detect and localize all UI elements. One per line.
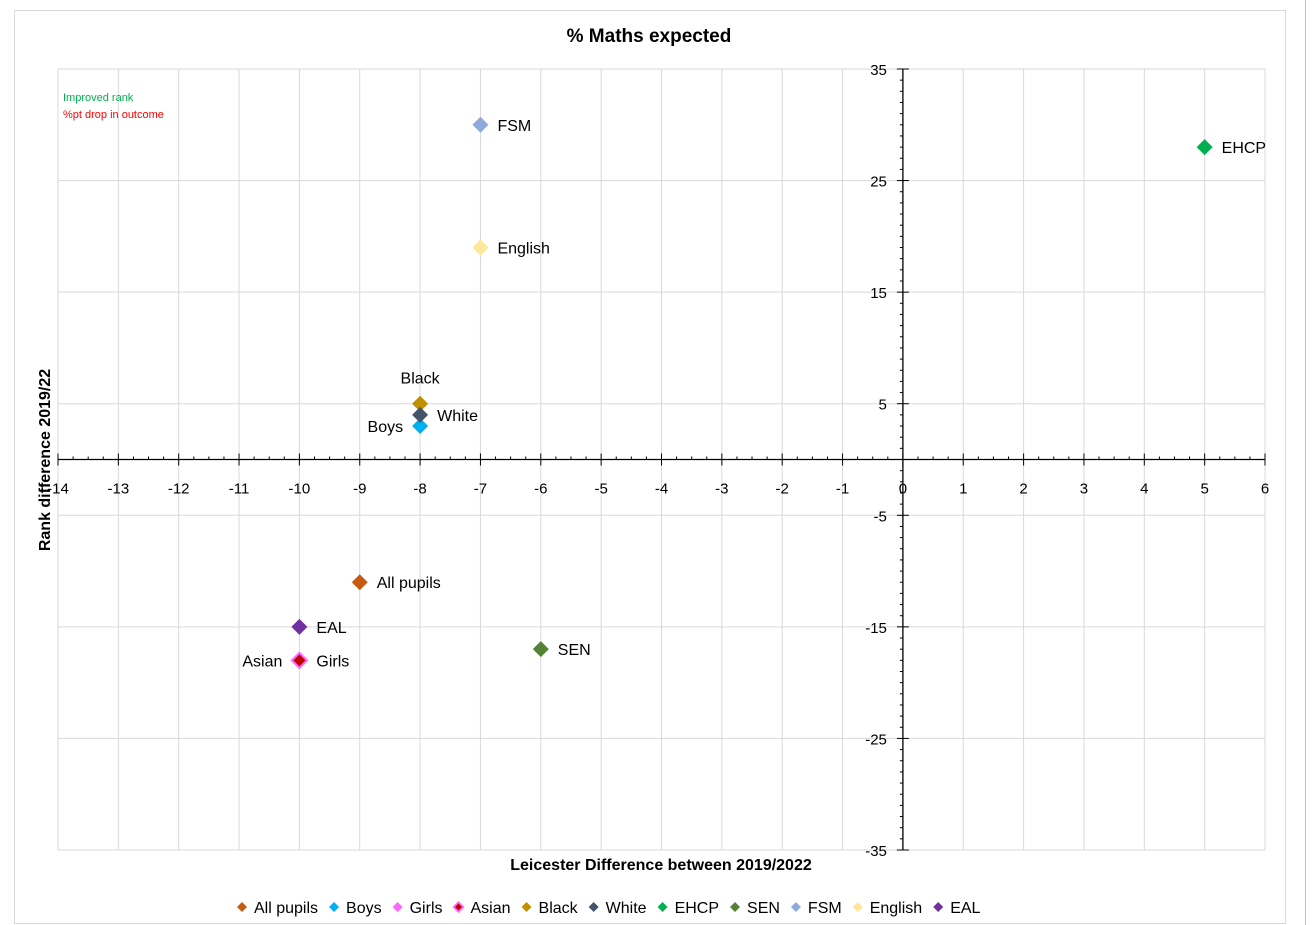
x-tick-label: -8 <box>413 481 426 498</box>
y-axis-title: Rank difference 2019/22 <box>37 369 54 551</box>
legend-marker <box>933 902 944 912</box>
x-tick-label: -2 <box>776 481 789 498</box>
legend-marker <box>392 902 403 912</box>
x-tick-labels: -14 -13 -12 -11 -10 -9 -8 -7 -6 -5 -4 -3 -2 -1 0 1 2 3 4 5 6 <box>47 481 1269 498</box>
legend-label: All pupils <box>254 900 318 917</box>
y-tick-label: -35 <box>865 843 887 860</box>
y-tick-labels: 35 25 15 5 -5 -15 -25 -35 <box>865 62 887 860</box>
y-tick-label: 25 <box>870 174 887 191</box>
legend-item: SEN <box>730 900 780 917</box>
legend-marker <box>852 902 863 912</box>
legend-label: Black <box>539 900 579 917</box>
point-all-pupils <box>351 574 368 591</box>
legend-item: EHCP <box>657 900 719 917</box>
legend-marker <box>588 902 599 912</box>
x-tick-label: 4 <box>1140 481 1148 498</box>
data-label-girls: Girls <box>316 653 349 670</box>
legend-label: EHCP <box>675 900 719 917</box>
x-tick-label: -7 <box>474 481 487 498</box>
data-label-sen: SEN <box>558 642 591 659</box>
window-edge <box>1305 0 1306 925</box>
y-tick-label: 5 <box>879 397 887 414</box>
x-tick-label: -9 <box>353 481 366 498</box>
data-label-ehcp: EHCP <box>1222 140 1266 157</box>
chart-title: % Maths expected <box>567 26 732 47</box>
data-label-white: White <box>437 408 478 425</box>
legend-marker <box>329 902 340 912</box>
legend-item: Boys <box>329 900 382 917</box>
x-tick-label: -10 <box>289 481 311 498</box>
x-tick-label: 6 <box>1261 481 1269 498</box>
x-tick-label: -11 <box>229 481 250 498</box>
legend-label: Girls <box>410 900 443 917</box>
x-tick-label: -13 <box>108 481 130 498</box>
legend-marker-inner <box>455 903 462 911</box>
data-label-boys: Boys <box>368 419 404 436</box>
x-tick-label: 0 <box>899 481 907 498</box>
legend-label: Asian <box>471 900 511 917</box>
point-white <box>412 406 429 423</box>
data-label-asian: Asian <box>242 653 282 670</box>
x-tick-label: -6 <box>534 481 547 498</box>
x-tick-label: 1 <box>959 481 967 498</box>
point-sen <box>532 641 549 658</box>
legend-item: FSM <box>790 900 842 917</box>
legend-marker <box>657 902 668 912</box>
x-tick-label: -14 <box>47 481 69 498</box>
legend-item: Girls <box>392 900 443 917</box>
legend-label: SEN <box>747 900 780 917</box>
data-label-fsm: FSM <box>497 118 531 135</box>
data-label-eal: EAL <box>316 620 346 637</box>
x-tick-label: -4 <box>655 481 668 498</box>
legend-label: White <box>606 900 647 917</box>
legend-item: All pupils <box>237 900 318 917</box>
point-fsm <box>472 116 489 133</box>
chart-frame <box>14 10 1286 924</box>
data-label-english: English <box>497 241 549 258</box>
annotation-improved-rank: Improved rank <box>63 92 134 104</box>
point-labels: All pupils Boys Girls Asian Black White EHCP SE… <box>242 118 1266 671</box>
legend-item: English <box>852 900 922 917</box>
point-black <box>412 395 429 412</box>
axes <box>57 68 1266 851</box>
x-tick-label: -12 <box>168 481 190 498</box>
legend-marker <box>790 902 801 912</box>
legend-marker <box>237 902 247 912</box>
x-tick-label: 3 <box>1080 481 1088 498</box>
point-eal <box>291 618 308 635</box>
x-axis-title: Leicester Difference between 2019/2022 <box>510 857 812 874</box>
point-asian <box>293 654 306 667</box>
data-label-black: Black <box>401 371 441 388</box>
legend-item: Black <box>521 900 579 917</box>
legend-label: English <box>870 900 922 917</box>
point-english <box>472 239 489 256</box>
x-tick-label: 5 <box>1200 481 1208 498</box>
y-tick-label: -25 <box>865 731 887 748</box>
x-tick-label: -5 <box>594 481 607 498</box>
legend-marker <box>521 902 532 912</box>
y-tick-label: -5 <box>874 508 887 525</box>
x-tick-label: 2 <box>1019 481 1027 498</box>
point-boys <box>412 418 429 435</box>
x-tick-label: -3 <box>715 481 728 498</box>
data-points <box>290 116 1213 670</box>
annotation-pt-drop: %pt drop in outcome <box>63 109 164 121</box>
legend-label: Boys <box>346 900 382 917</box>
y-tick-label: -15 <box>865 620 887 637</box>
y-tick-label: 15 <box>870 285 887 302</box>
legend-label: EAL <box>950 900 980 917</box>
x-tick-label: -1 <box>836 481 849 498</box>
legend-item: Asian <box>452 900 511 917</box>
legend-marker <box>730 902 741 912</box>
legend-label: FSM <box>808 900 842 917</box>
legend: All pupils Boys Girls Asian Black White EHCP SE… <box>237 900 981 917</box>
legend-item: White <box>588 900 647 917</box>
legend-item: EAL <box>933 900 981 917</box>
point-ehcp <box>1196 139 1213 156</box>
y-tick-label: 35 <box>870 62 887 79</box>
data-label-all-pupils: All pupils <box>377 575 441 592</box>
